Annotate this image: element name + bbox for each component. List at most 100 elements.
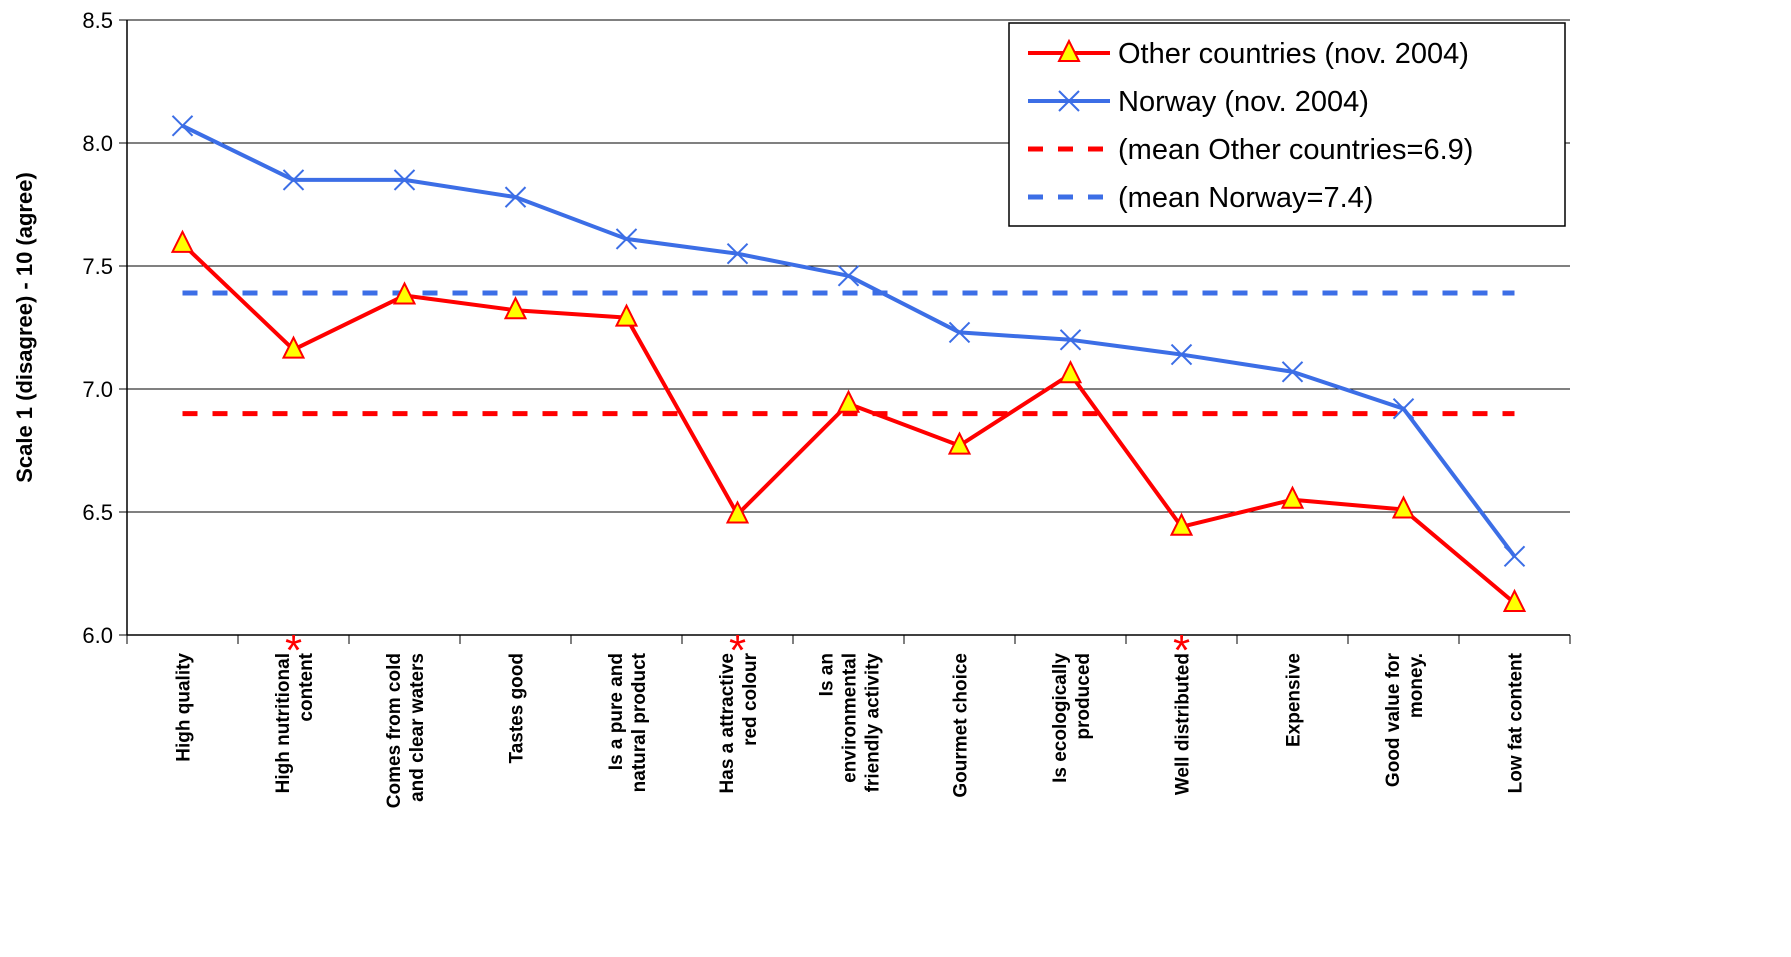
data-point [1502,588,1527,613]
x-tick-label: High quality [174,653,195,762]
data-point [1392,397,1415,420]
y-tick-label: 8.5 [82,8,113,33]
legend-item: (mean Other countries=6.9) [1028,134,1473,166]
data-point-stroke [282,169,305,191]
x-tick-label: Has a attractive red colour [717,652,761,793]
significance-star: * [285,626,302,675]
x-tick-label-line: Is an [817,653,838,696]
x-tick-label-line: money. [1406,653,1427,718]
x-tick-label-line: Well distributed [1173,653,1194,795]
data-point [282,169,305,191]
x-tick-label-line: Has a attractive [717,653,738,793]
x-tick-label-line: Good value for [1383,652,1404,787]
data-point [1280,485,1305,509]
x-tick-label-line: friendly activity [863,653,884,793]
x-tick-label-line: Is ecologically [1050,653,1071,783]
y-axis-label: Scale 1 (disagree) - 10 (agree) [12,172,37,483]
y-tick-label: 6.5 [82,500,113,525]
legend-marker [1057,38,1081,62]
x-tick-label-line: Expensive [1284,653,1305,747]
data-point-stroke [726,242,749,265]
data-point [947,431,972,455]
data-point-stroke [393,169,416,191]
data-point-stroke [1503,545,1526,567]
significance-star: * [729,626,746,675]
x-tick-label-line: produced [1073,653,1094,740]
data-point-stroke [1281,361,1304,383]
y-tick-label: 7.5 [82,254,113,279]
legend-label: (mean Other countries=6.9) [1118,134,1473,166]
data-point-stroke [837,265,860,287]
x-tick-label: Good value for money. [1383,652,1427,787]
legend-box [1008,22,1566,227]
data-point [281,335,306,359]
axes [119,19,1571,644]
data-point [614,303,639,327]
y-tick-label: 7.0 [82,377,113,402]
data-point [1503,545,1526,567]
legend-item: (mean Norway=7.4) [1028,182,1373,214]
data-point-stroke [1059,329,1082,351]
x-tick-label: Comes from cold and clear waters [384,653,428,808]
legend-item: Norway (nov. 2004) [1028,86,1369,118]
x-tick-label: Low fat content [1506,652,1527,793]
data-point [393,169,416,191]
x-tick-label-line: Is a pure and [606,653,627,770]
x-tick-label-line: content [296,652,317,721]
data-point [725,500,750,524]
tick-labels: 6.0 6.5 7.0 7.5 8.0 8.5 High quality High nutri… [82,8,1526,808]
x-tick-label-line: Gourmet choice [951,653,972,798]
data-point [1058,360,1083,384]
data-point [615,228,638,250]
x-tick-label-line: and clear waters [407,653,428,802]
series-line [181,242,1516,605]
legend-label: Norway (nov. 2004) [1118,86,1369,118]
data-point-stroke [948,321,971,344]
x-tick-label-line: High quality [174,653,195,762]
data-point [1391,495,1416,519]
x-tick-label-line: Low fat content [1506,652,1527,793]
data-point [1059,329,1082,351]
data-point [837,265,860,287]
significance-markers: * * * [285,626,1190,675]
data-point [170,229,195,253]
data-point [504,186,527,208]
x-tick-label: Gourmet choice [951,653,972,798]
x-tick-label-line: Tastes good [507,653,528,764]
data-point-stroke [615,228,638,250]
legend-marker [1058,90,1080,112]
data-point [948,321,971,344]
x-tick-label: Tastes good [507,653,528,764]
x-tick-label-line: Comes from cold [384,653,405,808]
data-point-stroke [1170,343,1193,366]
x-tick-label-line: natural product [629,652,650,792]
x-tick-label-line: environmental [840,653,861,783]
x-tick-label-line: High nutritional [273,653,294,793]
legend-item: Other countries (nov. 2004) [1028,38,1469,70]
x-tick-label: Is an environmental friendly activity [817,653,884,793]
x-tick-label: High nutritional content [273,652,317,793]
x-tick-label: Is ecologically produced [1050,653,1094,783]
data-point [726,242,749,265]
legend-label: (mean Norway=7.4) [1118,182,1373,214]
x-tick-label: Expensive [1284,653,1305,747]
data-point [392,281,417,305]
legend: Other countries (nov. 2004) Norway (nov. … [1008,22,1566,227]
y-tick-label: 6.0 [82,623,113,648]
significance-star: * [1173,626,1190,675]
data-point-stroke [504,186,527,208]
data-point [171,115,194,137]
y-tick-label: 8.0 [82,131,113,156]
x-tick-label-line: red colour [740,652,761,746]
data-point [836,389,861,413]
x-tick-label: Is a pure and natural product [606,652,650,792]
data-point-stroke [1392,397,1415,420]
data-point [503,296,528,320]
data-point [1170,343,1193,366]
data-point [1169,512,1194,536]
legend-label: Other countries (nov. 2004) [1118,38,1469,70]
data-point-stroke [171,115,194,137]
x-tick-label: Well distributed [1173,653,1194,795]
data-markers [170,115,1527,613]
